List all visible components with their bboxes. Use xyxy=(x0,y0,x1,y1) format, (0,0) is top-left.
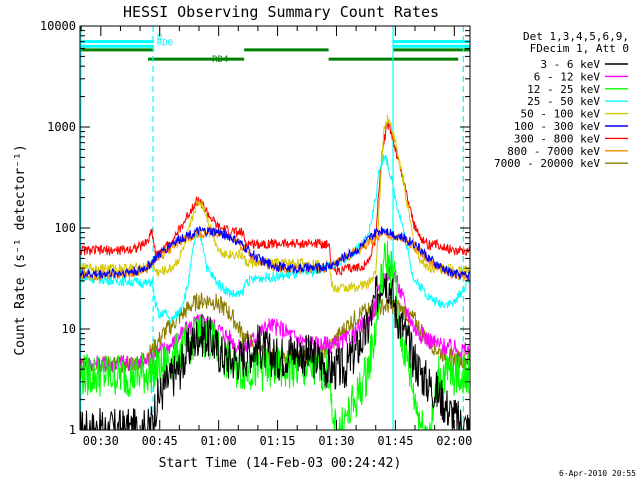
axes: 1 10 100 1000 10000 00:30 00:45 01:00 01:15 01:30… xyxy=(40,19,472,448)
y-tick-label-3: 1000 xyxy=(47,120,76,134)
y-tick-label-1: 10 xyxy=(62,322,76,336)
series-line-5 xyxy=(80,225,470,281)
status-bar-label-1: RD0 xyxy=(157,38,173,48)
legend-label-5: 100 - 300 keV xyxy=(514,120,600,133)
y-tick-label-4: 10000 xyxy=(40,19,76,33)
series-group xyxy=(80,114,470,430)
legend-label-6: 300 - 800 keV xyxy=(514,132,600,145)
legend-label-7: 800 - 7000 keV xyxy=(507,145,600,158)
x-tick-label-6: 02:00 xyxy=(436,434,472,448)
status-bar-label-0: N xyxy=(157,34,162,44)
x-tick-label-4: 01:30 xyxy=(318,434,354,448)
legend-label-0: 3 - 6 keV xyxy=(540,58,600,71)
y-tick-label-2: 100 xyxy=(54,221,76,235)
x-tick-label-2: 01:00 xyxy=(201,434,237,448)
series-line-0 xyxy=(80,273,470,430)
series-line-3 xyxy=(80,154,470,324)
series-line-1 xyxy=(80,263,470,374)
status-bar-label-3: RD4 xyxy=(212,55,228,65)
legend-label-8: 7000 - 20000 keV xyxy=(494,157,600,170)
x-tick-label-3: 01:15 xyxy=(259,434,295,448)
x-tick-label-5: 01:45 xyxy=(377,434,413,448)
chart-title: HESSI Observing Summary Count Rates xyxy=(123,3,439,21)
legend-label-2: 12 - 25 keV xyxy=(527,83,600,96)
y-axis-label: Count Rate (s⁻¹ detector⁻¹) xyxy=(13,144,28,355)
y-tick-label-0: 1 xyxy=(69,423,76,437)
legend-header-line-1: Det 1,3,4,5,6,9, xyxy=(523,30,629,43)
x-tick-label-0: 00:30 xyxy=(83,434,119,448)
x-tick-label-1: 00:45 xyxy=(142,434,178,448)
legend-header-line-2: FDecim 1, Att 0 xyxy=(530,42,629,55)
x-axis-label: Start Time (14-Feb-03 00:24:42) xyxy=(159,456,402,471)
legend-label-3: 25 - 50 keV xyxy=(527,95,600,108)
footer-stamp: 6-Apr-2010 20:55 xyxy=(559,469,636,478)
legend-label-1: 6 - 12 keV xyxy=(534,70,601,83)
legend-label-4: 50 - 100 keV xyxy=(521,108,601,121)
series-line-2 xyxy=(80,240,470,430)
